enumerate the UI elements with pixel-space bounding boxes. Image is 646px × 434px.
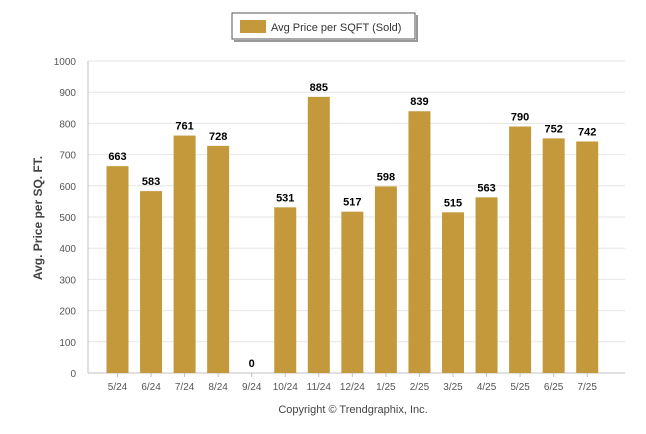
x-tick-label: 2/25 [410, 382, 430, 393]
value-label: 583 [142, 176, 160, 188]
x-tick-label: 3/25 [443, 382, 463, 393]
x-tick-label: 12/24 [340, 382, 365, 393]
y-tick-label: 100 [59, 338, 76, 349]
value-label: 517 [343, 197, 361, 209]
value-label: 742 [578, 126, 596, 138]
x-tick-label: 8/24 [208, 382, 228, 393]
value-label: 839 [410, 96, 428, 108]
y-axis-ticks: 0 100 200 300 400 500 600 700 800 900 1000 [54, 57, 77, 380]
value-label: 728 [209, 131, 227, 143]
x-tick-label: 6/25 [544, 382, 564, 393]
legend-swatch [240, 20, 266, 33]
y-tick-label: 800 [59, 119, 76, 130]
bar-3-25 [442, 212, 464, 373]
bars [106, 96, 599, 374]
y-axis-title: Avg. Price per SQ. FT. [31, 156, 45, 280]
y-tick-label: 200 [59, 307, 76, 318]
value-label: 885 [310, 82, 328, 94]
x-tick-label: 7/25 [577, 382, 597, 393]
legend: Avg Price per SQFT (Sold) [231, 12, 418, 42]
y-tick-label: 1000 [54, 57, 77, 68]
value-labels: 663 583 761 728 0 531 885 517 598 839 515 563 790 752… [108, 82, 596, 370]
copyright-text: Copyright © Trendgraphix, Inc. [278, 404, 427, 416]
value-label: 761 [175, 121, 193, 133]
value-label: 663 [108, 151, 126, 163]
x-tick-label: 5/25 [510, 382, 530, 393]
x-tick-label: 5/24 [108, 382, 128, 393]
x-tick-label: 9/24 [242, 382, 262, 393]
y-tick-label: 600 [59, 182, 76, 193]
value-label: 0 [249, 358, 255, 370]
bar-11-24 [307, 96, 330, 373]
legend-label: Avg Price per SQFT (Sold) [271, 22, 401, 34]
bar-2-25 [408, 111, 431, 374]
x-tick-label: 11/24 [307, 382, 332, 393]
y-tick-label: 500 [59, 213, 76, 224]
bar-5-25 [509, 126, 532, 374]
bar-6-25 [542, 138, 565, 373]
bar-8-24 [207, 145, 230, 373]
legend-shadow [416, 15, 418, 41]
y-tick-label: 900 [59, 88, 76, 99]
value-label: 515 [444, 197, 462, 209]
bar-7-25 [576, 141, 599, 373]
x-axis-ticks: 5/24 6/24 7/24 8/24 9/24 10/24 11/24 12/24 1/25 2… [108, 373, 597, 393]
bar-7-24 [173, 135, 196, 373]
value-label: 790 [511, 112, 529, 124]
value-label: 563 [477, 182, 495, 194]
bar-10-24 [274, 207, 297, 373]
bar-1-25 [374, 186, 397, 373]
bar-4-25 [475, 197, 498, 373]
x-tick-label: 1/25 [376, 382, 396, 393]
bar-5-24 [106, 166, 129, 373]
x-tick-label: 6/24 [141, 382, 161, 393]
y-tick-label: 300 [59, 275, 76, 286]
x-tick-label: 10/24 [273, 382, 298, 393]
legend-shadow-bottom [234, 40, 418, 42]
bar-6-24 [140, 191, 163, 373]
y-tick-label: 400 [59, 244, 76, 255]
x-tick-label: 4/25 [477, 382, 497, 393]
bar-12-24 [341, 211, 364, 373]
y-tick-label: 0 [70, 369, 76, 380]
value-label: 598 [377, 171, 395, 183]
x-tick-label: 7/24 [175, 382, 195, 393]
value-label: 531 [276, 192, 294, 204]
value-label: 752 [544, 123, 562, 135]
y-tick-label: 700 [59, 151, 76, 162]
